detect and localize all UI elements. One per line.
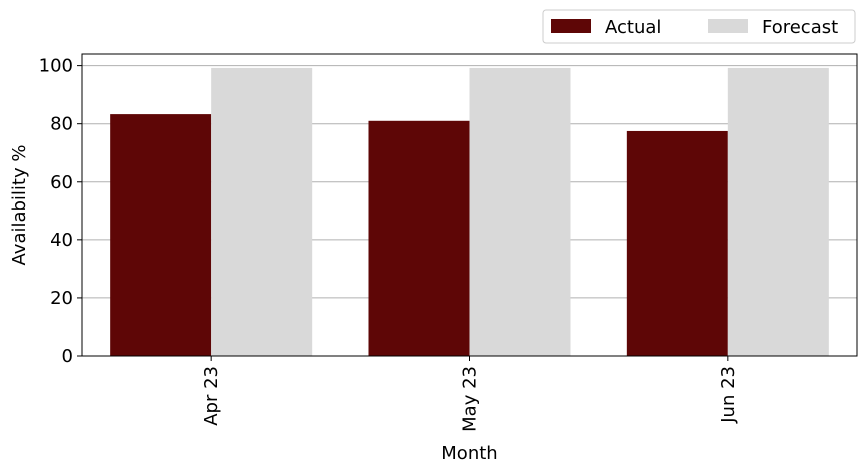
bars bbox=[110, 67, 829, 357]
y-tick-label-60: 60 bbox=[50, 172, 73, 193]
y-tick-label-100: 100 bbox=[39, 56, 73, 77]
y-axis-label: Availability % bbox=[9, 145, 30, 266]
legend-label-forecast: Forecast bbox=[762, 17, 838, 38]
x-axis-ticks: Apr 23 May 23 Jun 23 bbox=[201, 356, 739, 432]
bar-forecast-jun-23 bbox=[727, 67, 829, 356]
y-axis-ticks: 0 20 40 60 80 100 bbox=[39, 56, 82, 367]
bar-forecast-apr-23 bbox=[211, 67, 313, 356]
bar-forecast-may-23 bbox=[469, 67, 571, 356]
y-tick-label-40: 40 bbox=[50, 230, 73, 251]
y-tick-label-0: 0 bbox=[62, 346, 73, 367]
x-tick-label-apr-23: Apr 23 bbox=[201, 366, 222, 426]
legend-swatch-forecast bbox=[708, 19, 748, 33]
x-axis-label: Month bbox=[441, 443, 497, 464]
x-tick-label-jun-23: Jun 23 bbox=[718, 366, 739, 424]
x-tick-label-may-23: May 23 bbox=[460, 366, 481, 432]
bar-actual-may-23 bbox=[368, 120, 470, 357]
bar-actual-jun-23 bbox=[626, 130, 728, 356]
y-tick-label-20: 20 bbox=[50, 288, 73, 309]
y-tick-label-80: 80 bbox=[50, 114, 73, 135]
bar-actual-apr-23 bbox=[110, 114, 212, 356]
legend: Actual Forecast bbox=[542, 9, 856, 44]
legend-box bbox=[542, 9, 856, 44]
legend-swatch-actual bbox=[551, 19, 591, 33]
legend-label-actual: Actual bbox=[605, 17, 661, 38]
